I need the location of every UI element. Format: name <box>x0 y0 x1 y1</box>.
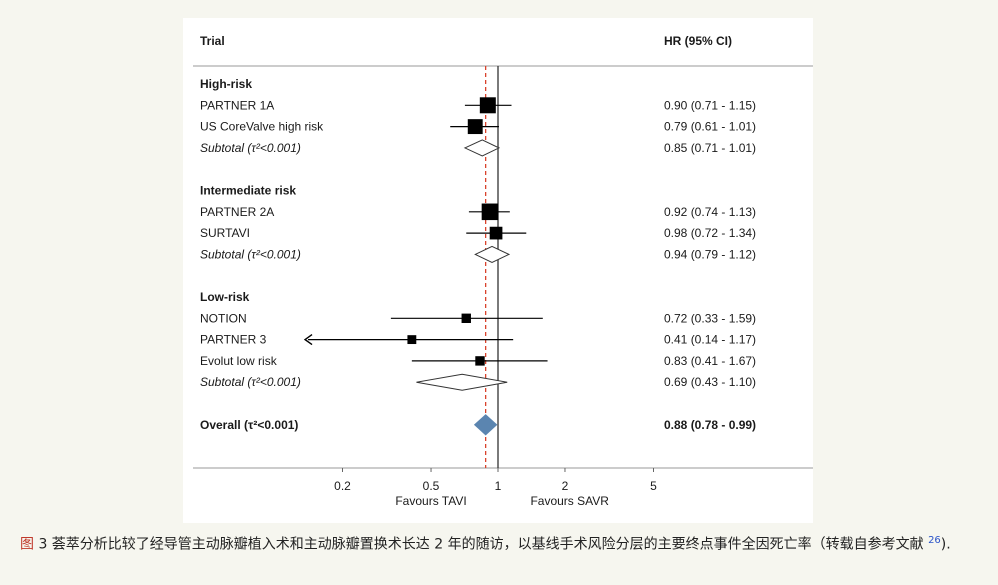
group-heading: Intermediate risk <box>200 184 296 198</box>
study-hr-value: 0.90 (0.71 - 1.15) <box>664 98 756 112</box>
study-marker <box>481 203 499 221</box>
figure-caption: 图 3 荟萃分析比较了经导管主动脉瓣植入术和主动脉瓣置换术长达 2 年的随访，以… <box>20 530 985 556</box>
group-heading: High-risk <box>200 77 252 91</box>
forest-plot: Trial HR (95% CI) High-risk PARTNER 1A 0.9… <box>193 34 813 508</box>
subtotal-label: Subtotal (τ²<0.001) <box>200 375 301 389</box>
study-marker <box>479 97 496 114</box>
study-hr-value: 0.79 (0.61 - 1.01) <box>664 120 756 134</box>
study-label: SURTAVI <box>200 226 250 240</box>
x-axis-left-label: Favours TAVI <box>395 494 466 508</box>
subtotal-hr-value: 0.94 (0.79 - 1.12) <box>664 247 756 261</box>
x-tick-label: 2 <box>562 479 569 493</box>
study-label: US CoreValve high risk <box>200 120 324 134</box>
caption-end: ). <box>940 536 951 553</box>
ci-arrow <box>303 334 313 346</box>
study-label: NOTION <box>200 311 247 325</box>
study-hr-value: 0.92 (0.74 - 1.13) <box>664 205 756 219</box>
study-marker <box>467 119 483 135</box>
caption-figure-tag: 图 <box>20 536 34 553</box>
study-label: PARTNER 3 <box>200 333 267 347</box>
caption-reference-link[interactable]: 26 <box>928 535 941 546</box>
x-tick-label: 5 <box>650 479 657 493</box>
x-tick-label: 0.5 <box>423 479 440 493</box>
subtotal-label: Subtotal (τ²<0.001) <box>200 141 301 155</box>
x-axis-right-label: Favours SAVR <box>530 494 609 508</box>
study-hr-value: 0.72 (0.33 - 1.59) <box>664 311 756 325</box>
hr-column-header: HR (95% CI) <box>664 34 732 48</box>
study-label: PARTNER 1A <box>200 98 274 112</box>
study-marker <box>461 313 471 323</box>
subtotal-hr-value: 0.69 (0.43 - 1.10) <box>664 375 756 389</box>
study-hr-value: 0.41 (0.14 - 1.17) <box>664 333 756 347</box>
overall-label: Overall (τ²<0.001) <box>200 418 298 432</box>
study-hr-value: 0.98 (0.72 - 1.34) <box>664 226 756 240</box>
subtotal-diamond <box>416 373 508 391</box>
subtotal-hr-value: 0.85 (0.71 - 1.01) <box>664 141 756 155</box>
study-hr-value: 0.83 (0.41 - 1.67) <box>664 354 756 368</box>
subtotal-diamond <box>474 245 511 263</box>
trial-column-header: Trial <box>200 34 225 48</box>
caption-text: 3 荟萃分析比较了经导管主动脉瓣植入术和主动脉瓣置换术长达 2 年的随访，以基线… <box>34 536 929 553</box>
study-label: Evolut low risk <box>200 354 278 368</box>
study-marker <box>489 226 503 240</box>
study-label: PARTNER 2A <box>200 205 274 219</box>
study-marker <box>475 356 485 366</box>
study-marker <box>407 335 417 345</box>
x-tick-label: 0.2 <box>334 479 351 493</box>
group-heading: Low-risk <box>200 290 250 304</box>
overall-diamond <box>473 414 498 436</box>
forest-plot-figure: Trial HR (95% CI) High-risk PARTNER 1A 0.9… <box>183 18 813 523</box>
x-tick-label: 1 <box>495 479 502 493</box>
subtotal-diamond <box>463 139 501 157</box>
subtotal-label: Subtotal (τ²<0.001) <box>200 247 301 261</box>
overall-hr-value: 0.88 (0.78 - 0.99) <box>664 418 756 432</box>
